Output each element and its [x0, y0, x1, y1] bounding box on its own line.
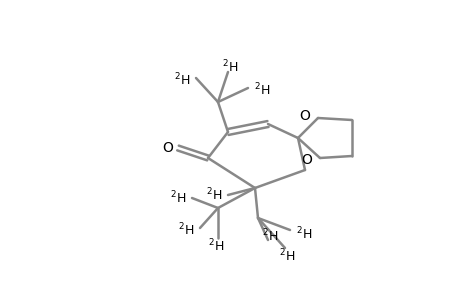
Text: $^{2}$H: $^{2}$H: [261, 228, 278, 244]
Text: O: O: [301, 153, 311, 167]
Text: $^{2}$H: $^{2}$H: [295, 226, 312, 242]
Text: $^{2}$H: $^{2}$H: [206, 187, 222, 203]
Text: $^{2}$H: $^{2}$H: [207, 238, 224, 254]
Text: $^{2}$H: $^{2}$H: [178, 222, 194, 238]
Text: O: O: [162, 141, 173, 155]
Text: O: O: [298, 109, 309, 123]
Text: $^{2}$H: $^{2}$H: [169, 190, 186, 206]
Text: $^{2}$H: $^{2}$H: [278, 248, 295, 264]
Text: $^{2}$H: $^{2}$H: [253, 82, 269, 98]
Text: $^{2}$H: $^{2}$H: [174, 72, 190, 88]
Text: $^{2}$H: $^{2}$H: [221, 59, 238, 75]
